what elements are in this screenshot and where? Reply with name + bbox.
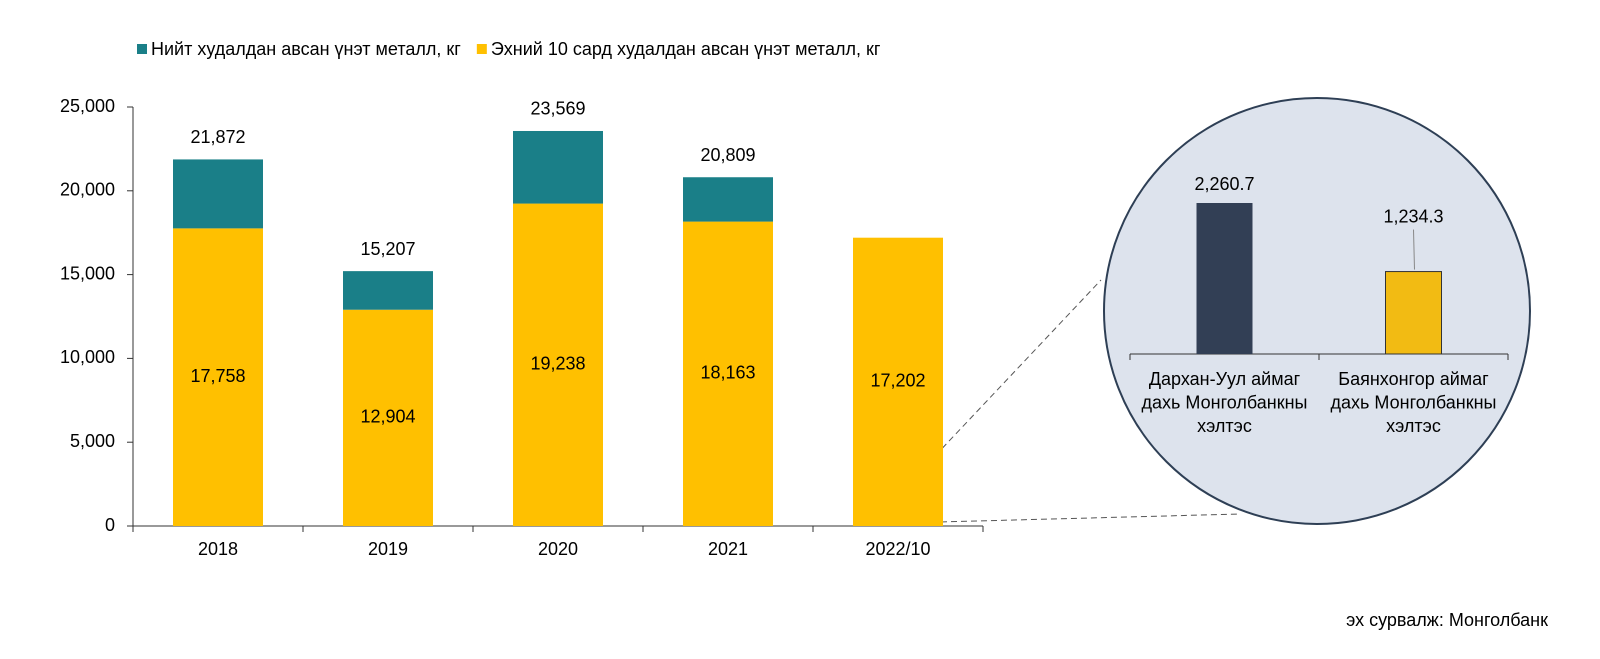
x-tick-label: Баянхонгор аймаг [1338,369,1489,389]
legend-label: Нийт худалдан авсан үнэт металл, кг [151,39,461,59]
total-label: 21,872 [190,127,245,147]
y-tick-label: 0 [105,515,115,535]
x-tick-label: дахь Монголбанкны [1331,392,1497,412]
x-tick-label: дахь Монголбанкны [1142,392,1308,412]
total-label: 15,207 [360,239,415,259]
bar-segment [853,237,943,527]
legend-swatch [137,44,147,54]
bar-segment [343,309,433,526]
zoom-line [900,279,1102,493]
x-tick-label: хэлтэс [1386,416,1441,436]
y-tick-label: 15,000 [60,263,115,283]
y-tick-label: 25,000 [60,96,115,116]
bar-segment [173,159,263,229]
zoom-line [900,513,1241,524]
x-tick-label: Дархан-Уул аймаг [1149,369,1301,389]
legend-label: Эхний 10 сард худалдан авсан үнэт металл… [491,39,881,59]
x-tick-label: 2021 [708,539,748,559]
bar-label: 2,260.7 [1194,174,1254,194]
zoom-circle [1103,97,1531,525]
y-tick-label: 5,000 [70,431,115,451]
bar [1385,271,1442,355]
x-tick-label: 2020 [538,539,578,559]
bar-label: 17,758 [190,366,245,386]
x-tick-label: 2019 [368,539,408,559]
bar-segment [683,221,773,526]
x-tick-label: хэлтэс [1197,416,1252,436]
bar-label: 17,202 [870,371,925,391]
bar [1196,203,1253,354]
bar-label: 1,234.3 [1383,206,1443,226]
x-tick-label: 2022/10 [865,539,930,559]
y-tick-label: 20,000 [60,180,115,200]
source: эх сурвалж: Монголбанк [1346,610,1548,630]
total-label: 20,809 [700,145,755,165]
bar-segment [513,130,603,204]
bar-segment [513,203,603,527]
bar-label: 18,163 [700,363,755,383]
bar-label: 12,904 [360,407,415,427]
x-tick-label: 2018 [198,539,238,559]
total-label: 23,569 [530,99,585,119]
bar-label: 19,238 [530,354,585,374]
bar-segment [173,228,263,526]
label-leader [1413,229,1415,270]
bar-segment [683,177,773,222]
legend-swatch [476,44,487,54]
y-tick-label: 10,000 [60,347,115,367]
bar-segment [343,271,433,310]
